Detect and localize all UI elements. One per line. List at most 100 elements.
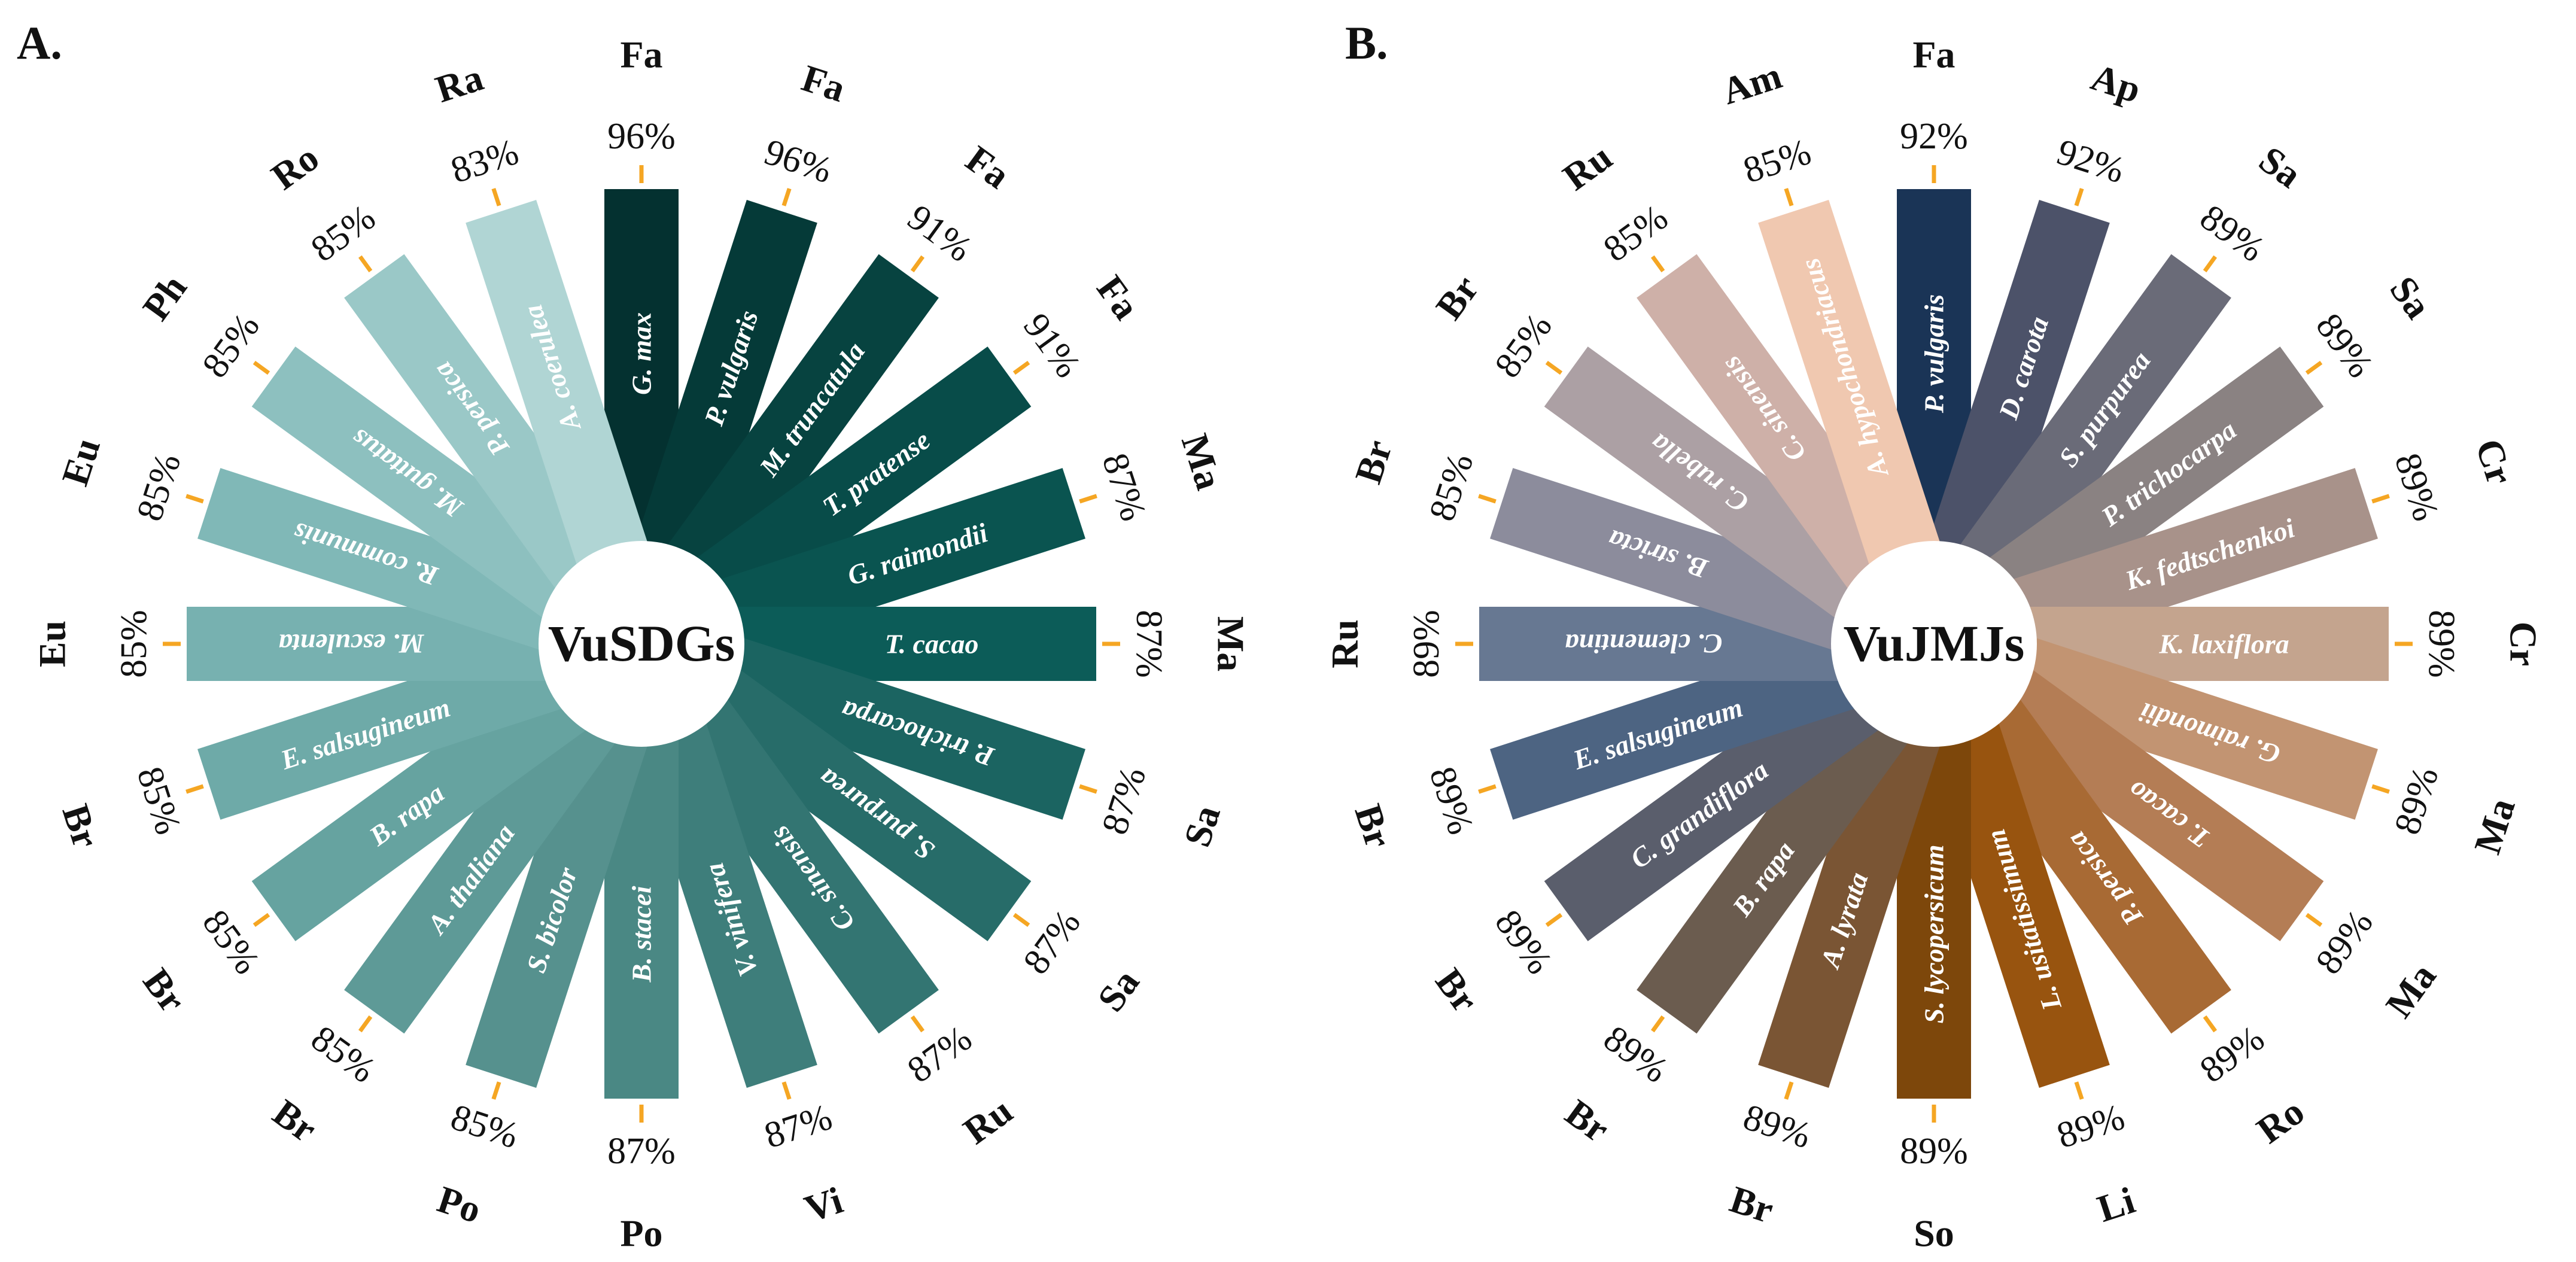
bar-l-usitatissimum: [1926, 717, 2110, 1088]
bar-p-persica: [344, 254, 619, 594]
bar-g-raimondii: [715, 468, 1085, 652]
bar-r-communis: [197, 468, 568, 652]
bar-rect: [715, 636, 1085, 820]
bar-k-fedtschenkoi: [2008, 468, 2378, 652]
bar-e-salsugineum: [1490, 636, 1860, 820]
bar-rect: [2024, 607, 2389, 681]
value-tick: [185, 494, 204, 504]
family-label: Br: [1427, 960, 1486, 1020]
value-label: 85%: [194, 902, 267, 981]
value-label: 89%: [1406, 610, 1447, 678]
bar-rect: [664, 694, 939, 1034]
bar-m-esculenta: [187, 607, 552, 681]
value-label: 85%: [1487, 306, 1560, 385]
value-label: 85%: [194, 306, 267, 385]
value-tick: [910, 255, 925, 273]
family-label: Fa: [1912, 34, 1955, 76]
bar-t-cacao: [731, 607, 1096, 681]
bar-m-truncatula: [664, 254, 939, 594]
bar-rect: [692, 346, 1032, 621]
value-label: 89%: [2387, 762, 2447, 839]
bar-rect: [1637, 694, 1911, 1034]
family-label: Ra: [430, 56, 488, 111]
bar-rect: [1984, 667, 2324, 941]
bar-rect: [1490, 636, 1860, 820]
species-label: B. stacei: [626, 886, 657, 983]
value-label: 89%: [2308, 902, 2381, 981]
bar-g-raimondii: [2008, 636, 2378, 820]
species-label: M. esculenta: [279, 629, 425, 659]
family-label: Vi: [799, 1179, 848, 1231]
bar-p-vulgaris: [634, 200, 817, 570]
value-tick: [491, 1081, 501, 1100]
value-tick: [253, 913, 270, 928]
bar-p-trichocarpa: [715, 636, 1085, 820]
value-tick: [1012, 913, 1030, 928]
family-label: Br: [1346, 799, 1400, 853]
bar-rect: [1490, 468, 1860, 652]
value-tick: [491, 188, 501, 206]
bar-rect: [1957, 254, 2231, 594]
value-label: 89%: [1596, 1018, 1675, 1091]
value-tick: [2074, 188, 2084, 206]
value-label: 87%: [759, 1097, 837, 1157]
value-label: 89%: [2052, 1097, 2129, 1157]
bar-rect: [344, 694, 619, 1034]
value-tick: [1545, 360, 1563, 375]
species-label: C. clementina: [1565, 629, 1722, 659]
bar-d-carota: [1926, 200, 2110, 570]
value-label: 85%: [304, 197, 383, 270]
value-label: 89%: [2308, 306, 2381, 385]
bar-rect: [2008, 468, 2378, 652]
value-label: 89%: [1900, 1131, 1968, 1172]
family-label: Ap: [2087, 56, 2146, 111]
bar-rect: [1758, 717, 1942, 1088]
value-tick: [185, 784, 204, 794]
species-label: T. cacao: [885, 629, 979, 659]
value-tick: [358, 255, 373, 273]
bar-rect: [197, 636, 568, 820]
value-label: 89%: [1422, 762, 1482, 839]
value-label: 83%: [446, 132, 523, 191]
bar-p-trichocarpa: [1984, 346, 2324, 621]
bar-rect: [715, 468, 1085, 652]
family-label: Sa: [1176, 800, 1228, 852]
value-tick: [1079, 494, 1097, 504]
value-tick: [1650, 255, 1665, 273]
value-label: 85%: [1738, 132, 1815, 191]
family-label: Br: [135, 960, 194, 1020]
family-label: Eu: [53, 433, 108, 490]
value-tick: [358, 1015, 373, 1033]
family-label: Ma: [2466, 793, 2523, 859]
value-label: 89%: [2192, 1018, 2271, 1091]
bar-c-clementina: [1479, 607, 1844, 681]
value-tick: [1650, 1015, 1665, 1033]
bar-rect: [251, 346, 591, 621]
family-label: Ph: [134, 267, 194, 328]
value-tick: [1012, 360, 1030, 375]
value-label: 85%: [446, 1097, 523, 1157]
bar-rect: [251, 667, 591, 941]
family-label: Eu: [31, 621, 74, 667]
family-label: Fa: [1088, 267, 1148, 327]
bar-b-rapa: [251, 667, 591, 941]
value-label: 87%: [1094, 762, 1154, 839]
panel-a-center-circle: [539, 541, 744, 747]
bar-rect: [1544, 667, 1884, 941]
bar-a-lyrata: [1758, 717, 1942, 1088]
value-label: 89%: [2387, 448, 2447, 525]
bar-c-sinensis: [664, 694, 939, 1034]
family-label: Cr: [2502, 622, 2545, 667]
family-label: Cr: [2468, 434, 2522, 489]
bar-rect: [1637, 254, 1911, 594]
bar-rect: [187, 607, 552, 681]
family-label: Ru: [1324, 619, 1366, 668]
bar-e-salsugineum: [197, 636, 568, 820]
value-label: 85%: [1596, 197, 1675, 270]
value-tick: [2371, 784, 2390, 794]
family-label: Ma: [1173, 429, 1231, 495]
bar-k-laxiflora: [2024, 607, 2389, 681]
family-label: Fa: [958, 137, 1017, 196]
value-tick: [253, 360, 270, 375]
